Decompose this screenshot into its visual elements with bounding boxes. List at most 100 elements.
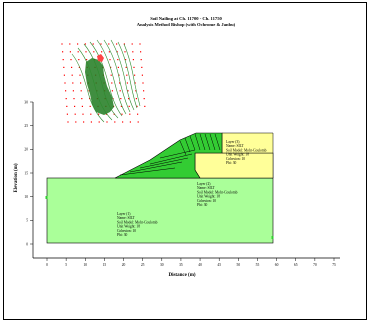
grid-dot [86,59,88,61]
grid-dot [74,113,76,115]
grid-dot [125,66,127,68]
grid-dot [135,98,137,100]
y-tick-label: 5 [26,219,28,223]
grid-dot [110,74,112,76]
grid-dot [111,90,113,92]
grid-dot [78,66,80,68]
grid-dot [137,121,139,123]
grid-dot [80,90,82,92]
grid-dot [90,113,92,115]
grid-dot [63,74,65,76]
grid-dot [136,105,138,107]
grid-dot [75,121,77,123]
x-tick-label: 25 [141,263,145,267]
grid-dot [74,105,76,107]
y-tick-label: 20 [24,148,28,152]
y-tick-label: 25 [24,124,28,128]
x-tick-label: 20 [122,263,126,267]
grid-dot [79,74,81,76]
grid-dot [141,74,143,76]
figure-title: Soil Nailing at Ch. 11700 - Ch. 11750 [150,16,222,21]
grid-dot [89,105,91,107]
y-axis-label: Elevation (m) [14,163,19,192]
y-tick-label: 30 [24,100,28,104]
grid-dot [61,43,63,45]
grid-dot [109,59,111,61]
x-tick-label: 45 [217,263,221,267]
grid-dot [69,51,71,53]
grid-dot [128,105,130,107]
grid-dot [131,43,133,45]
critical-zone [85,58,114,115]
grid-dot [62,51,64,53]
grid-dot [134,74,136,76]
grid-dot [133,66,135,68]
grid-dot [108,43,110,45]
x-tick-label: 15 [103,263,107,267]
x-tick-label: 75 [332,263,336,267]
x-tick-label: 5 [65,263,67,267]
contour-lines [71,39,141,123]
grid-dot [117,59,119,61]
grid-dot [81,105,83,107]
grid-dot [128,98,130,100]
grid-dot [132,51,134,53]
x-tick-label: 55 [256,263,260,267]
axes: 0 5 10 15 20 25 30 35 40 45 50 55 60 65 70 75 0 5 10 15 20 2… [14,100,340,278]
slip-mass [114,132,223,179]
grid-dot [93,51,95,53]
y-tick-label: 0 [26,242,28,246]
x-tick-label: 50 [237,263,241,267]
layer-3-label: Layer (3) Name: SILT Soil Model: Mohr-Co… [226,140,267,165]
y-ticks: 0 5 10 15 20 25 30 [24,100,33,246]
grid-dot [78,59,80,61]
grid-dot [92,43,94,45]
grid-dot [82,113,84,115]
grid-dot [126,74,128,76]
grid-dot [143,98,145,100]
cross-section: Layer (1) Name: SILT Soil Model: Mohr-Co… [45,132,274,244]
grid-dot [142,82,144,84]
grid-dot [106,121,108,123]
grid-dot [126,82,128,84]
grid-dot [123,43,125,45]
grid-dot [144,105,146,107]
grid-dot [62,59,64,61]
x-tick-label: 65 [294,263,298,267]
grid-dot [120,105,122,107]
grid-dot [116,51,118,53]
grid-dot [125,59,127,61]
grid-dot [71,66,73,68]
grid-dot [100,43,102,45]
grid-dot [120,98,122,100]
y-tick-label: 10 [24,195,28,199]
grid-dot [137,113,139,115]
grid-dot [127,90,129,92]
grid-dot [110,66,112,68]
grid-dot [132,59,134,61]
grid-dot [119,90,121,92]
x-tick-label: 0 [46,263,48,267]
grid-dot [124,51,126,53]
grid-dot [101,51,103,53]
soil-nails [119,133,221,176]
grid-dot [140,51,142,53]
layer-1-label: Layer (1) Name: SILT Soil Model: Mohr-Co… [117,212,158,237]
grid-dot [139,43,141,45]
x-tick-label: 70 [313,263,317,267]
grid-dot [72,82,74,84]
x-tick-label: 35 [179,263,183,267]
minimum-fos-marker [97,54,104,62]
grid-dot [129,113,131,115]
x-tick-label: 10 [83,263,87,267]
x-tick-label: 60 [275,263,279,267]
grid-dot [121,113,123,115]
grid-dot [67,121,69,123]
x-axis-label: Distance (m) [168,273,195,278]
grid-dot [65,98,67,100]
figure-subtitle: Analysis Method Bishop (with Ochrome & J… [136,22,236,27]
grid-dot [118,74,120,76]
x-tick-label: 40 [198,263,202,267]
grid-dot [129,121,131,123]
